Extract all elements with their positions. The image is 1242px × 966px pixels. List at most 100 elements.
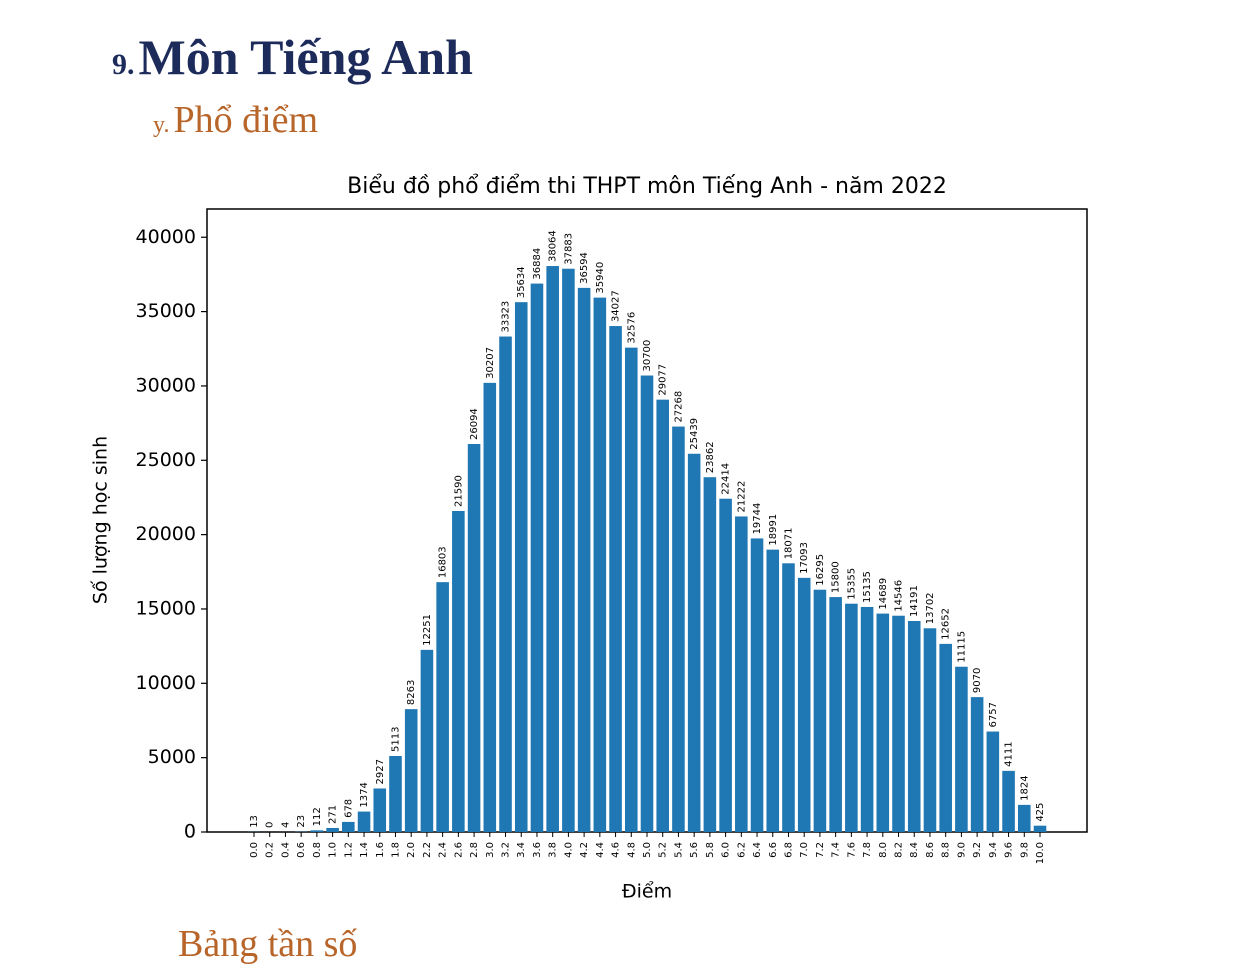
x-tick-label: 9.8 <box>1019 842 1030 858</box>
value-label: 16803 <box>438 546 449 578</box>
value-label: 4 <box>280 822 291 828</box>
value-label: 27268 <box>673 391 684 423</box>
x-tick-label: 4.6 <box>611 842 622 858</box>
x-tick-label: 1.2 <box>343 842 354 858</box>
x-tick-label: 9.6 <box>1004 842 1015 858</box>
bar <box>358 812 371 832</box>
value-label: 23862 <box>705 441 716 473</box>
bar <box>955 667 968 832</box>
x-tick-label: 2.4 <box>438 842 449 858</box>
value-label: 35940 <box>595 262 606 294</box>
value-label: 15800 <box>831 561 842 593</box>
value-label: 25439 <box>689 418 700 450</box>
bar <box>625 348 638 832</box>
bar <box>1034 826 1047 832</box>
x-tick-label: 7.2 <box>815 842 826 858</box>
value-label: 33323 <box>501 301 512 333</box>
bar <box>766 550 779 832</box>
bar <box>735 516 748 832</box>
chart-title: Biểu đồ phổ điểm thi THPT môn Tiếng Anh … <box>347 174 947 199</box>
page: {"heading": {"number": "9.", "title": "M… <box>0 0 1242 946</box>
value-label: 12652 <box>941 608 952 640</box>
value-label: 14546 <box>894 580 905 612</box>
value-label: 16295 <box>815 554 826 586</box>
bar <box>908 621 921 832</box>
value-label: 19744 <box>752 503 763 535</box>
bar <box>798 578 811 832</box>
x-tick-label: 4.0 <box>563 842 574 858</box>
value-label: 11115 <box>956 631 967 663</box>
value-label: 5113 <box>390 727 401 752</box>
value-label: 23 <box>296 815 307 828</box>
x-axis-label: Điểm <box>622 881 672 903</box>
value-label: 2927 <box>375 759 386 784</box>
value-label: 38064 <box>548 230 559 262</box>
bar <box>829 597 842 832</box>
value-label: 22414 <box>721 463 732 495</box>
y-tick-label: 40000 <box>136 226 196 248</box>
value-label: 14689 <box>878 578 889 610</box>
y-tick-label: 20000 <box>136 523 196 545</box>
value-label: 6757 <box>988 702 999 727</box>
x-tick-label: 0.8 <box>312 842 323 858</box>
value-label: 12251 <box>422 614 433 646</box>
y-tick-label: 25000 <box>136 449 196 471</box>
chart: Biểu đồ phổ điểm thi THPT môn Tiếng Anh … <box>0 0 1242 946</box>
value-label: 26094 <box>469 408 480 440</box>
value-label: 18991 <box>768 514 779 546</box>
x-tick-label: 9.4 <box>988 842 999 858</box>
bar <box>373 788 386 832</box>
value-label: 29077 <box>658 364 669 396</box>
x-tick-label: 2.8 <box>469 842 480 858</box>
x-tick-label: 3.2 <box>501 842 512 858</box>
bar <box>484 383 497 832</box>
value-label: 15135 <box>862 571 873 603</box>
x-tick-label: 3.4 <box>516 842 527 858</box>
bar <box>939 644 952 832</box>
value-label: 425 <box>1035 803 1046 822</box>
bar <box>814 590 827 832</box>
x-tick-label: 4.8 <box>626 842 637 858</box>
value-label: 34027 <box>611 290 622 322</box>
y-tick-label: 35000 <box>136 300 196 322</box>
x-tick-label: 0.0 <box>249 842 260 858</box>
bar <box>436 582 449 832</box>
value-label: 21222 <box>736 481 747 513</box>
bar <box>389 756 402 832</box>
value-label: 112 <box>312 807 323 826</box>
x-tick-label: 5.4 <box>673 842 684 858</box>
x-tick-label: 5.8 <box>705 842 716 858</box>
bar <box>531 284 544 832</box>
x-tick-label: 4.2 <box>579 842 590 858</box>
x-tick-label: 0.4 <box>280 842 291 858</box>
x-tick-label: 8.2 <box>894 842 905 858</box>
x-tick-label: 6.0 <box>721 842 732 858</box>
value-label: 678 <box>343 799 354 818</box>
x-tick-label: 9.0 <box>956 842 967 858</box>
value-label: 271 <box>328 805 339 824</box>
y-tick-label: 15000 <box>136 597 196 619</box>
y-tick-label: 0 <box>184 821 196 843</box>
x-tick-label: 1.0 <box>328 842 339 858</box>
value-label: 13702 <box>925 592 936 624</box>
bar <box>311 830 324 832</box>
bar <box>845 604 858 832</box>
value-label: 30207 <box>485 347 496 379</box>
value-label: 18071 <box>783 527 794 559</box>
x-tick-label: 7.8 <box>862 842 873 858</box>
x-tick-label: 2.6 <box>453 842 464 858</box>
x-tick-label: 1.8 <box>390 842 401 858</box>
x-tick-label: 6.6 <box>768 842 779 858</box>
bar <box>468 444 481 832</box>
x-tick-label: 7.0 <box>799 842 810 858</box>
bar <box>719 499 732 832</box>
x-tick-label: 1.6 <box>375 842 386 858</box>
x-tick-label: 5.0 <box>642 842 653 858</box>
bar <box>578 288 591 832</box>
x-tick-label: 9.2 <box>972 842 983 858</box>
y-tick-label: 5000 <box>148 746 196 768</box>
value-label: 14191 <box>909 585 920 617</box>
x-tick-label: 3.0 <box>485 842 496 858</box>
bar <box>562 269 575 832</box>
bar <box>594 298 607 832</box>
